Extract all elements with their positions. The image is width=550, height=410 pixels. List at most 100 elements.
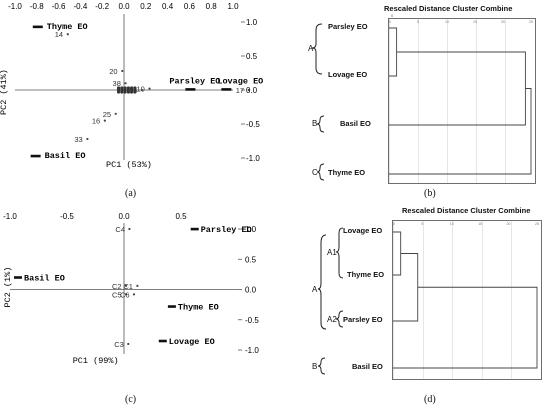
x-tick-label: 25 xyxy=(529,20,533,24)
dendrogram-title-d: Rescaled Distance Cluster Combine xyxy=(402,206,531,215)
sample-label: 16 xyxy=(92,117,100,126)
y-tick-label: 0.5 xyxy=(245,255,257,264)
x-tick-label: 10 xyxy=(445,20,449,24)
x-tick-label: 10 xyxy=(450,222,454,226)
x-tick-label: 5 xyxy=(421,222,423,226)
x-tick-label: 0.4 xyxy=(162,2,174,11)
y-tick-label: -1.0 xyxy=(245,346,259,355)
group-label-A: A xyxy=(308,44,314,53)
sample-point xyxy=(124,82,127,85)
group-label-B: B xyxy=(312,362,318,371)
y-axis-label: PC2 (1%) xyxy=(3,267,13,308)
grid-line xyxy=(447,19,448,183)
loading-marker xyxy=(30,154,41,158)
sample-label: C1 xyxy=(123,282,133,291)
leaf-label: Parsley EO xyxy=(343,315,383,324)
sample-point xyxy=(132,293,136,296)
loading-label: Lovage EO xyxy=(169,337,215,347)
grid-line xyxy=(423,221,424,379)
loading-marker xyxy=(185,88,196,91)
y-tick-label: -0.5 xyxy=(245,316,259,325)
caption-a: (a) xyxy=(125,188,137,199)
x-tick-label: 0.5 xyxy=(175,212,187,221)
x-tick-label: 0 xyxy=(391,13,394,18)
sample-point xyxy=(130,86,134,90)
loading-marker xyxy=(158,339,167,343)
x-tick-label: 0.0 xyxy=(118,2,130,11)
merge-link xyxy=(389,51,526,126)
sample-point xyxy=(133,86,137,90)
group-label-B: B xyxy=(312,119,318,128)
x-tick-label: 0.8 xyxy=(206,2,218,11)
grid-line xyxy=(393,221,394,379)
x-tick-label: 0.6 xyxy=(184,2,196,11)
y-tick-label: 1.0 xyxy=(245,225,257,234)
sample-point xyxy=(128,227,131,231)
leaf-label: Basil EO xyxy=(352,362,383,371)
x-tick-label: 1.0 xyxy=(227,2,239,11)
grid-line xyxy=(476,19,477,183)
leaf-label: Parsley EO xyxy=(328,22,368,31)
x-tick-label: 0.2 xyxy=(140,2,152,11)
loading-marker xyxy=(190,227,199,231)
leaf-label: Lovage EO xyxy=(343,226,383,235)
loading-label: Lovage EO xyxy=(217,76,263,86)
merge-link xyxy=(393,253,419,322)
sample-point xyxy=(120,86,124,90)
caption-d: (d) xyxy=(424,394,436,405)
sample-point xyxy=(66,33,69,36)
panel-b: Rescaled Distance Cluster Combine 0 0 5 10 1… xyxy=(300,0,550,200)
x-tick-label: 0.0 xyxy=(118,212,130,221)
pca-plot-a: -1.0 -0.8 -0.6 -0.4 -0.2 0.0 0.2 0.4 0.6 0.8 1.0 1.… xyxy=(0,2,263,170)
x-tick-label: 15 xyxy=(473,20,477,24)
grid-line xyxy=(511,221,512,379)
leaf-label: Basil EO xyxy=(340,119,371,128)
panel-d: Rescaled Distance Cluster Combine 0 5 10 15… xyxy=(300,205,550,410)
x-axis-label: PC1 (53%) xyxy=(106,160,152,170)
loading-label: Thyme EO xyxy=(47,22,88,32)
x-axis-label: PC1 (99%) xyxy=(73,356,119,366)
loading-marker xyxy=(167,305,176,308)
x-tick-label: 5 xyxy=(417,20,419,24)
x-tick-label: -0.4 xyxy=(74,2,88,11)
sample-point xyxy=(116,86,121,90)
merge-link xyxy=(393,231,402,276)
merge-link xyxy=(389,88,532,175)
group-brackets-b xyxy=(311,23,325,181)
merge-link xyxy=(393,286,538,369)
dendrogram-box-d: 0 5 10 15 20 25 xyxy=(392,220,542,380)
sample-label: C4 xyxy=(115,225,125,234)
sample-point xyxy=(148,87,151,90)
sample-point xyxy=(136,284,139,287)
sample-label: 16 xyxy=(129,86,137,95)
grid-line xyxy=(505,19,506,183)
x-tick-label: 15 xyxy=(478,222,482,226)
dendrogram-d: 0 5 10 15 20 25 xyxy=(393,222,539,369)
x-tick-label: -1.0 xyxy=(8,2,22,11)
loading-label: Basil EO xyxy=(45,151,86,161)
sample-label: 25 xyxy=(103,110,111,119)
dendrogram-title-b: Rescaled Distance Cluster Combine xyxy=(384,4,513,13)
x-tick-label: -1.0 xyxy=(3,212,17,221)
sample-point xyxy=(247,88,250,92)
sample-label: 10 xyxy=(137,85,145,94)
y-tick-label: 0.5 xyxy=(246,52,258,61)
y-tick-label: 0.0 xyxy=(246,86,258,95)
sample-label: C5 xyxy=(112,290,122,299)
dendrogram-b: 00 5 10 15 20 25 xyxy=(389,13,533,175)
group-label-C: C xyxy=(312,168,318,177)
sample-point xyxy=(121,69,124,73)
sample-point xyxy=(140,88,143,92)
x-tick-label: -0.2 xyxy=(95,2,109,11)
sample-label: 38 xyxy=(113,79,121,88)
pca-plot-c: -1.0 -0.5 0.0 0.5 1.0 0.5 0.0 -0.5 -1.0 PC1 (99%)… xyxy=(3,212,259,366)
leaf-label: Thyme EO xyxy=(347,270,385,279)
merge-link xyxy=(389,27,398,77)
caption-c: (c) xyxy=(125,394,137,405)
group-label-A: A xyxy=(312,285,318,294)
y-tick-label: -1.0 xyxy=(246,154,260,163)
y-tick-label: 1.0 xyxy=(246,18,258,27)
sample-label: C2 xyxy=(112,282,122,291)
x-tick-label: 20 xyxy=(501,20,505,24)
x-tick-label: 0 xyxy=(393,222,395,226)
